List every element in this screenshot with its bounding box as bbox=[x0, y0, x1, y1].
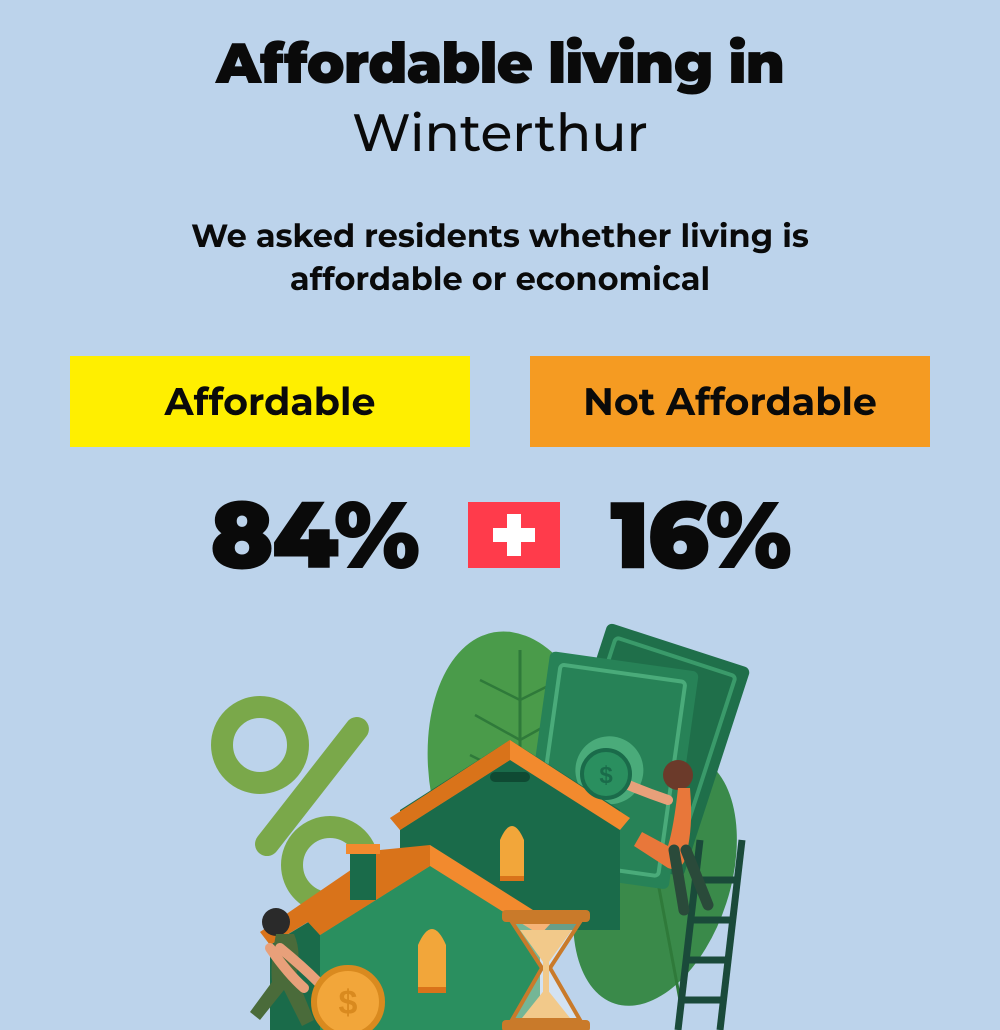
stat-not-affordable: Not Affordable bbox=[530, 356, 930, 447]
swiss-flag-icon bbox=[468, 502, 560, 568]
stat-affordable: Affordable bbox=[70, 356, 470, 447]
title-city: Winterthur bbox=[0, 102, 1000, 165]
label-affordable: Affordable bbox=[70, 356, 470, 447]
label-not-affordable: Not Affordable bbox=[530, 356, 930, 447]
housing-savings-illustration: $ $ bbox=[180, 600, 820, 1030]
subtitle-line-1: We asked residents whether living is bbox=[191, 217, 809, 256]
subtitle: We asked residents whether living is aff… bbox=[0, 215, 1000, 301]
pct-not-affordable: 16% bbox=[610, 477, 790, 592]
title-main: Affordable living in bbox=[0, 30, 1000, 98]
svg-text:$: $ bbox=[339, 984, 358, 1022]
subtitle-line-2: affordable or economical bbox=[290, 260, 710, 299]
header: Affordable living in Winterthur We asked… bbox=[0, 0, 1000, 301]
pct-affordable: 84% bbox=[210, 477, 418, 592]
stats-row: Affordable Not Affordable bbox=[0, 356, 1000, 447]
svg-text:$: $ bbox=[599, 762, 613, 789]
percentages-row: 84% 16% bbox=[0, 477, 1000, 592]
